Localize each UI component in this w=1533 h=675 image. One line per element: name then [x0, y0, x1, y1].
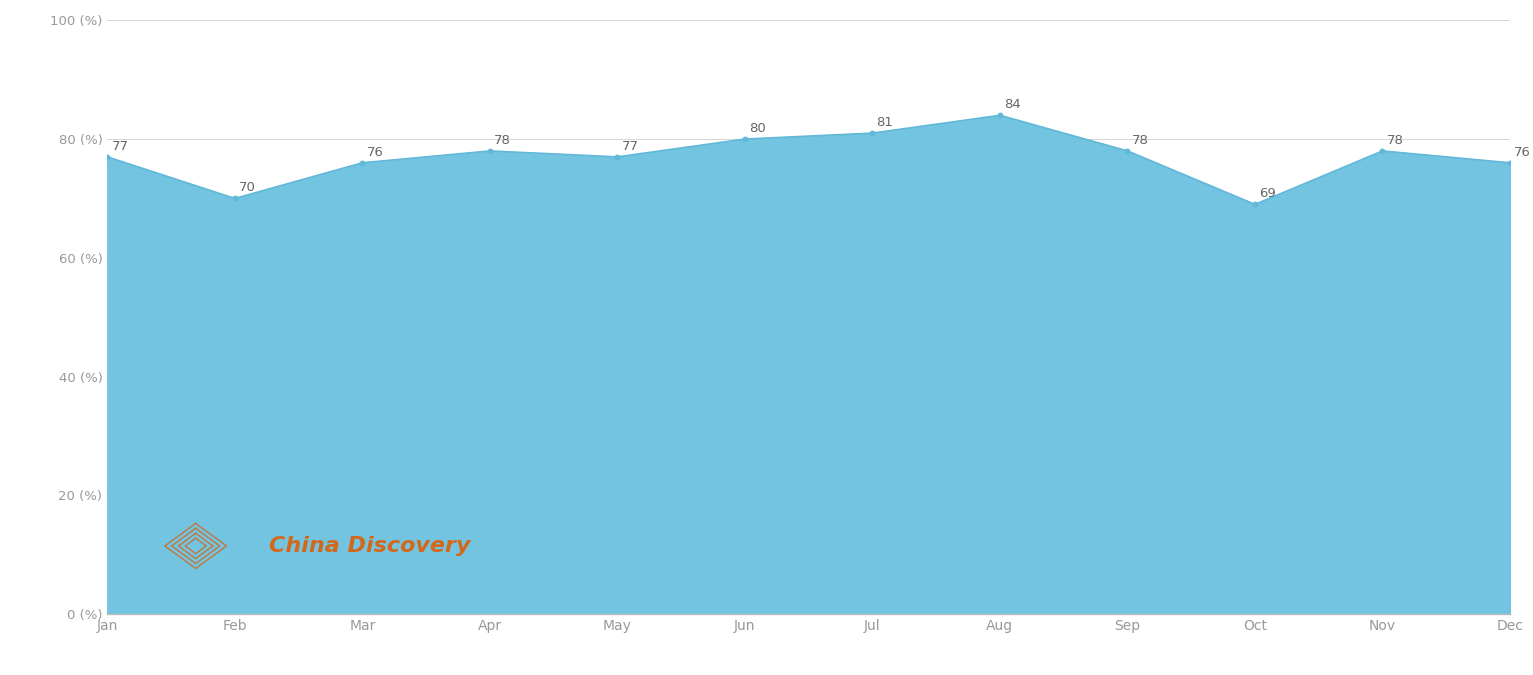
Text: 76: 76 [1515, 146, 1531, 159]
Text: 77: 77 [112, 140, 129, 153]
Text: 80: 80 [750, 122, 766, 135]
Point [733, 134, 757, 144]
Point [1114, 146, 1139, 157]
Text: 78: 78 [494, 134, 510, 146]
Point [350, 157, 374, 168]
Text: 78: 78 [1131, 134, 1148, 146]
Text: China Discovery: China Discovery [268, 536, 471, 556]
Text: 78: 78 [1387, 134, 1404, 146]
Point [1498, 157, 1522, 168]
Point [222, 193, 247, 204]
Point [95, 151, 120, 162]
Text: 84: 84 [1004, 98, 1021, 111]
Point [1371, 146, 1395, 157]
Point [860, 128, 885, 138]
Point [1243, 199, 1268, 210]
Point [606, 151, 630, 162]
Text: 77: 77 [621, 140, 639, 153]
Point [987, 110, 1012, 121]
Text: 69: 69 [1259, 187, 1275, 200]
Text: 81: 81 [877, 116, 894, 129]
Text: 70: 70 [239, 182, 256, 194]
Text: 76: 76 [366, 146, 383, 159]
Point [478, 146, 503, 157]
